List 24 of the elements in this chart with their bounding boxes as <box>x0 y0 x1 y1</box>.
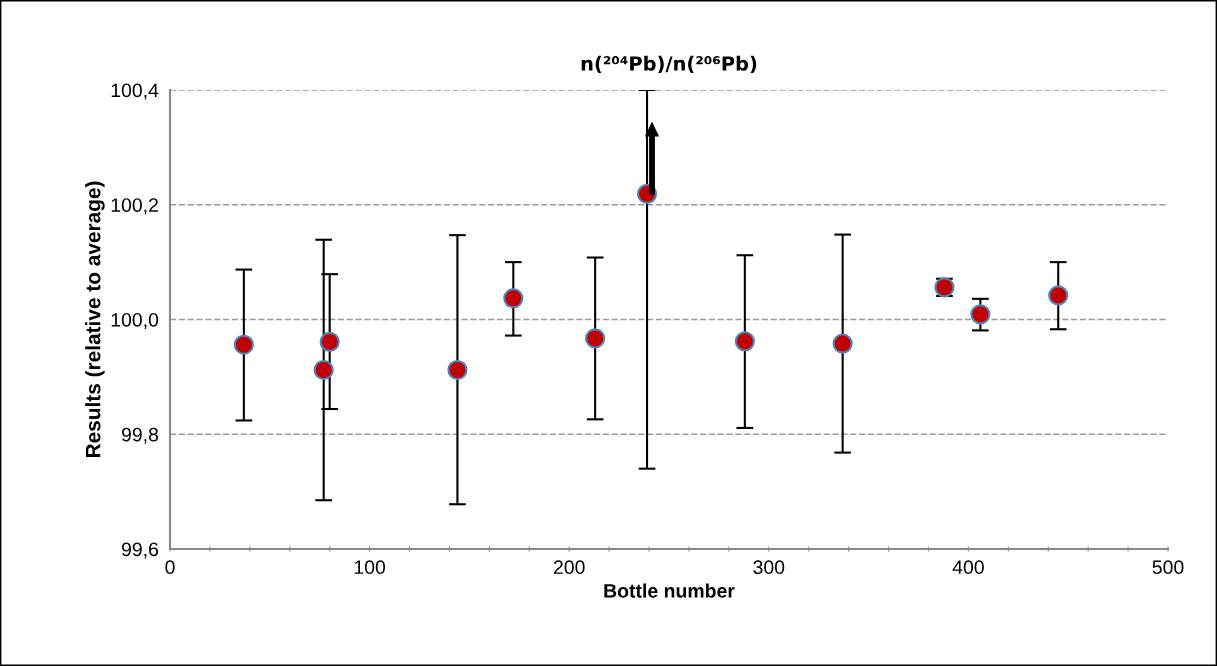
point <box>832 333 853 354</box>
x-tick-label: 200 <box>553 560 585 575</box>
y-tick-label: 100,0 <box>111 312 159 330</box>
y-tick-label: 100,2 <box>111 198 158 215</box>
point <box>970 304 991 325</box>
x-tick-label: 400 <box>952 560 984 575</box>
point <box>585 328 606 349</box>
point <box>319 331 340 352</box>
point <box>447 359 468 381</box>
y-tick-label: 99,8 <box>121 427 159 444</box>
point <box>313 359 334 381</box>
point <box>734 331 755 352</box>
chart-title: n(²⁰⁴Pb)/n(²⁰⁶Pb) <box>581 55 757 74</box>
x-tick-label: 100 <box>354 560 386 575</box>
x-tick-label: 500 <box>1152 560 1184 575</box>
x-tick-label: 300 <box>753 560 785 575</box>
point <box>503 288 524 309</box>
point <box>1048 285 1069 306</box>
y-axis-title: Results (relative to average) <box>85 181 105 458</box>
x-tick-label: 0 <box>165 560 175 575</box>
point <box>233 334 254 355</box>
y-tick-label: 100,4 <box>111 83 159 100</box>
x-axis-title: Bottle number <box>604 583 735 598</box>
y-tick-label: 99,6 <box>121 542 159 559</box>
